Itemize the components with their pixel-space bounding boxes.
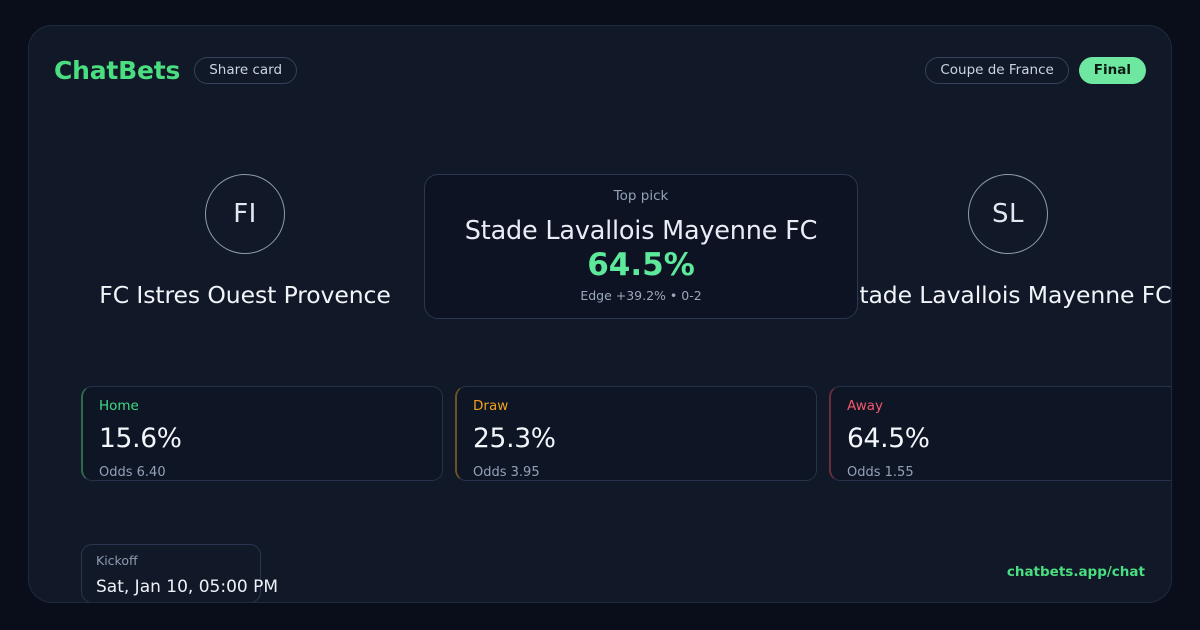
- share-card-button[interactable]: Share card: [194, 56, 298, 84]
- outcome-probability-away: 64.5%: [847, 422, 930, 454]
- kickoff-box: Kickoff Sat, Jan 10, 05:00 PM: [81, 544, 279, 602]
- top-pick-edge: Edge +39.2% • 0-2: [580, 288, 702, 304]
- away-team: SL Stade Lavallois Mayenne FC: [843, 174, 1172, 309]
- outcome-card-home[interactable]: Home 15.6% Odds 6.40: [81, 386, 443, 481]
- outcome-probability-draw: 25.3%: [473, 422, 556, 454]
- top-pick-card: Top pick Stade Lavallois Mayenne FC 64.5…: [424, 174, 858, 319]
- match-meta-group: Coupe de France Final: [925, 56, 1146, 84]
- competition-badge: Coupe de France: [925, 56, 1069, 84]
- top-pick-probability: 64.5%: [587, 246, 695, 283]
- brand-group: ChatBets Share card: [54, 55, 298, 85]
- home-team-crest-icon: FI: [205, 174, 285, 254]
- teams-row: FI FC Istres Ouest Provence SL Stade Lav…: [29, 174, 1171, 322]
- outcome-label-home: Home: [99, 398, 139, 414]
- outcome-odds-away: Odds 1.55: [847, 465, 914, 480]
- brand-logo: ChatBets: [54, 55, 181, 85]
- outcome-label-away: Away: [847, 398, 883, 414]
- outcome-odds-draw: Odds 3.95: [473, 465, 540, 480]
- site-url-link[interactable]: chatbets.app/chat: [1006, 564, 1145, 580]
- home-team-name: FC Istres Ouest Provence: [99, 281, 391, 309]
- outcome-label-draw: Draw: [473, 398, 509, 414]
- stage-badge: Final: [1078, 56, 1146, 84]
- card-header: ChatBets Share card Coupe de France Fina…: [54, 54, 1146, 86]
- kickoff-label: Kickoff: [96, 553, 138, 568]
- top-pick-team: Stade Lavallois Mayenne FC: [464, 215, 818, 246]
- share-card: ChatBets Share card Coupe de France Fina…: [28, 25, 1172, 603]
- outcomes-row: Home 15.6% Odds 6.40 Draw 25.3% Odds 3.9…: [81, 386, 1171, 481]
- top-pick-label: Top pick: [613, 188, 669, 205]
- outcome-odds-home: Odds 6.40: [99, 465, 166, 480]
- home-team: FI FC Istres Ouest Provence: [80, 174, 410, 309]
- away-team-name: Stade Lavallois Mayenne FC: [844, 281, 1172, 309]
- away-team-crest-icon: SL: [968, 174, 1048, 254]
- kickoff-value: Sat, Jan 10, 05:00 PM: [96, 576, 279, 597]
- outcome-card-away[interactable]: Away 64.5% Odds 1.55: [829, 386, 1171, 481]
- outcome-probability-home: 15.6%: [99, 422, 182, 454]
- outcome-card-draw[interactable]: Draw 25.3% Odds 3.95: [455, 386, 817, 481]
